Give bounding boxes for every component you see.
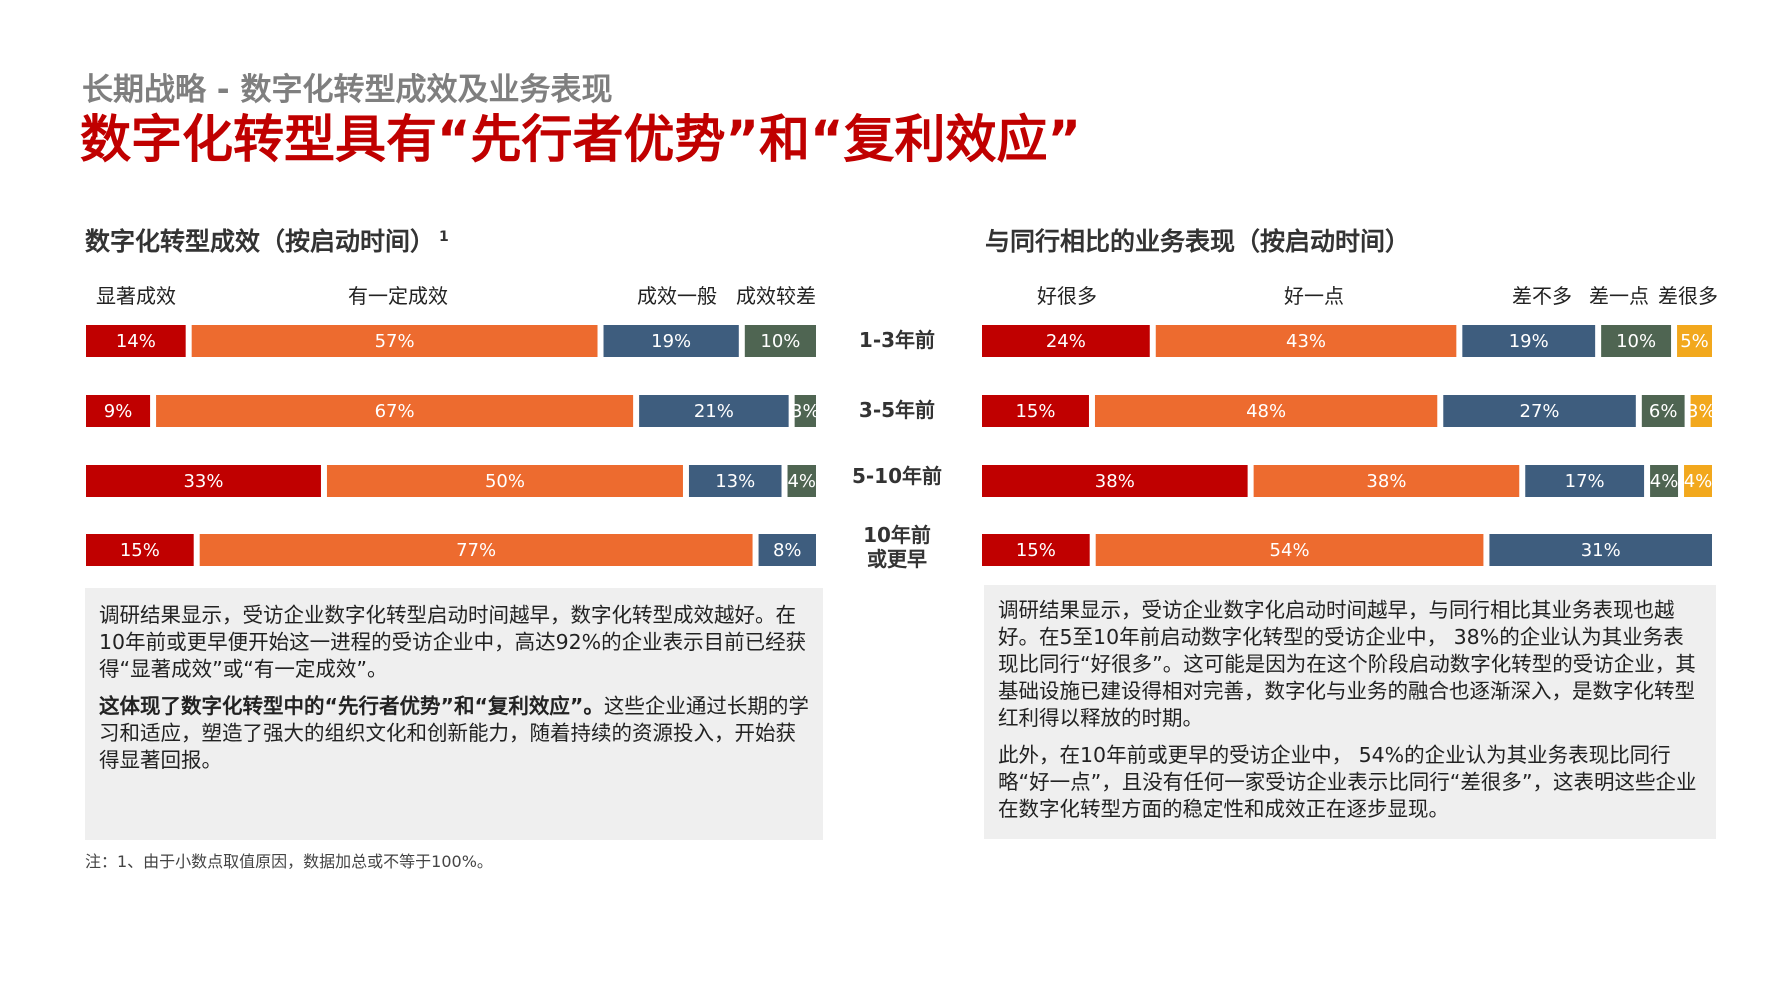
left-note-paragraph-1: 调研结果显示，受访企业数字化转型启动时间越早，数字化转型成效越好。在10年前或更… (99, 603, 807, 681)
right-bar-row4-series1 (982, 534, 1090, 566)
row-label-4: 10年前 或更早 (863, 523, 931, 571)
right-chart-title: 与同行相比的业务表现（按启动时间） (985, 222, 1410, 258)
right-label-row2-series2: 48% (1246, 401, 1286, 422)
row-label-2: 3-5年前 (858, 398, 936, 422)
right-label-row1-series3: 19% (1509, 331, 1549, 352)
right-label-row2-series1: 15% (1015, 401, 1055, 422)
right-label-row3-series3: 17% (1565, 471, 1605, 492)
left-bar-row4-series2 (199, 534, 753, 566)
footnote: 注：1、由于小数点取值原因，数据加总或不等于100%。 (85, 852, 493, 871)
right-bar-row1-series4 (1601, 325, 1672, 357)
left-stacked-bar-chart: 14% 57% 19% 10% 9% 67% 21% 3% 33% 50% 13% 4% 15% 77% 8… (86, 325, 820, 566)
left-label-row4-series3: 8% (773, 540, 802, 561)
left-bar-row1-series1 (86, 325, 186, 357)
left-label-row1-series1: 14% (116, 331, 156, 352)
right-stacked-bar-chart: 24% 43% 19% 10% 5% 15% 48% 27% 6% 3% 38% 38% 17% 4% 4%… (982, 325, 1716, 566)
right-label-row3-series2: 38% (1366, 471, 1406, 492)
left-label-row3-series2: 50% (485, 471, 525, 492)
right-label-row3-series1: 38% (1095, 471, 1135, 492)
left-label-row3-series4: 4% (787, 471, 816, 492)
right-label-row2-series3: 27% (1520, 401, 1560, 422)
right-bar-row1-series5 (1677, 325, 1712, 357)
left-bar-row1-series3 (603, 325, 739, 357)
right-note-paragraph-1: 调研结果显示，受访企业数字化启动时间越早，与同行相比其业务表现也越好。在5至10… (998, 598, 1696, 730)
left-note-box: 调研结果显示，受访企业数字化转型启动时间越早，数字化转型成效越好。在10年前或更… (85, 588, 823, 840)
left-bar-row3-series1 (86, 465, 321, 497)
right-bar-row1-series2 (1155, 325, 1457, 357)
left-bar-row2-series4 (794, 395, 816, 427)
right-label-row1-series4: 10% (1616, 331, 1656, 352)
left-label-row2-series3: 21% (694, 401, 734, 422)
left-label-row2-series1: 9% (104, 401, 133, 422)
left-chart-title-text: 数字化转型成效（按启动时间） (85, 227, 436, 256)
left-bar-row4-series3 (758, 534, 816, 566)
left-label-row1-series2: 57% (375, 331, 415, 352)
right-legend-series-1: 好很多 (1037, 284, 1097, 308)
left-label-row4-series1: 15% (120, 540, 160, 561)
left-bar-row2-series2 (156, 395, 634, 427)
right-bar-row2-series2 (1094, 395, 1438, 427)
left-note-paragraph-2: 这体现了数字化转型中的“先行者优势”和“复利效应”。这些企业通过长期的学习和适应… (99, 693, 809, 774)
row-label-3: 5-10年前 (851, 464, 943, 488)
right-bar-row3-series3 (1525, 465, 1645, 497)
right-bar-row3-series5 (1684, 465, 1712, 497)
right-label-row4-series3: 31% (1581, 540, 1621, 561)
left-note-paragraph-2-rest: 这些企业通过长期的学习和适应，塑造了强大的组织文化和创新能力，随着持续的资源投入… (99, 694, 809, 772)
right-bar-row2-series4 (1641, 395, 1685, 427)
left-legend-series-3: 成效一般 (637, 284, 717, 308)
right-label-row1-series5: 5% (1680, 331, 1709, 352)
right-bar-row3-series2 (1253, 465, 1520, 497)
right-label-row3-series5: 4% (1684, 471, 1713, 492)
left-label-row4-series2: 77% (456, 540, 496, 561)
left-label-row2-series4: 3% (791, 401, 820, 422)
right-label-row1-series1: 24% (1046, 331, 1086, 352)
left-chart-title-footnote-mark: 1 (439, 228, 449, 245)
right-bar-row2-series1 (982, 395, 1089, 427)
left-bar-row3-series2 (326, 465, 683, 497)
left-label-row1-series4: 10% (760, 331, 800, 352)
left-bar-row3-series3 (688, 465, 782, 497)
left-label-row1-series3: 19% (651, 331, 691, 352)
left-label-row3-series3: 13% (715, 471, 755, 492)
left-legend-series-2: 有一定成效 (348, 284, 448, 308)
left-bar-row1-series2 (191, 325, 598, 357)
left-bar-row2-series1 (86, 395, 151, 427)
right-bar-row2-series3 (1443, 395, 1636, 427)
row-label-1: 1-3年前 (858, 328, 936, 352)
right-bar-row4-series3 (1489, 534, 1712, 566)
right-bar-row3-series4 (1650, 465, 1679, 497)
left-bar-row2-series3 (639, 395, 789, 427)
left-note-emphasis: 这体现了数字化转型中的“先行者优势”和“复利效应”。 (99, 694, 604, 718)
right-legend-series-4: 差一点 (1589, 284, 1649, 308)
right-label-row2-series4: 6% (1649, 401, 1678, 422)
right-label-row4-series1: 15% (1016, 540, 1056, 561)
right-legend-series-3: 差不多 (1512, 284, 1572, 308)
right-bar-row4-series2 (1095, 534, 1484, 566)
left-label-row3-series1: 33% (183, 471, 223, 492)
right-label-row3-series4: 4% (1650, 471, 1679, 492)
right-legend-series-5: 差很多 (1658, 284, 1718, 308)
left-label-row2-series2: 67% (375, 401, 415, 422)
right-note-box: 调研结果显示，受访企业数字化启动时间越早，与同行相比其业务表现也越好。在5至10… (984, 585, 1716, 839)
right-label-row1-series2: 43% (1286, 331, 1326, 352)
right-label-row2-series5: 3% (1687, 401, 1716, 422)
left-legend-series-4: 成效较差 (736, 284, 816, 308)
left-bar-row4-series1 (86, 534, 194, 566)
right-label-row4-series2: 54% (1270, 540, 1310, 561)
left-bar-row3-series4 (787, 465, 816, 497)
right-legend-series-2: 好一点 (1284, 284, 1344, 308)
right-bar-row1-series3 (1462, 325, 1596, 357)
right-bar-row3-series1 (982, 465, 1248, 497)
page-title: 数字化转型具有“先行者优势”和“复利效应” (80, 111, 1082, 170)
left-chart-title: 数字化转型成效（按启动时间） 1 (85, 222, 449, 258)
right-bar-row2-series5 (1690, 395, 1712, 427)
right-note-paragraph-2: 此外，在10年前或更早的受访企业中， 54%的企业认为其业务表现比同行略“好一点… (998, 743, 1697, 821)
right-bar-row1-series1 (982, 325, 1150, 357)
left-legend-series-1: 显著成效 (96, 284, 176, 308)
left-bar-row1-series4 (744, 325, 816, 357)
page-subtitle: 长期战略 - 数字化转型成效及业务表现 (82, 72, 613, 108)
right-chart-title-text: 与同行相比的业务表现（按启动时间） (985, 227, 1411, 256)
